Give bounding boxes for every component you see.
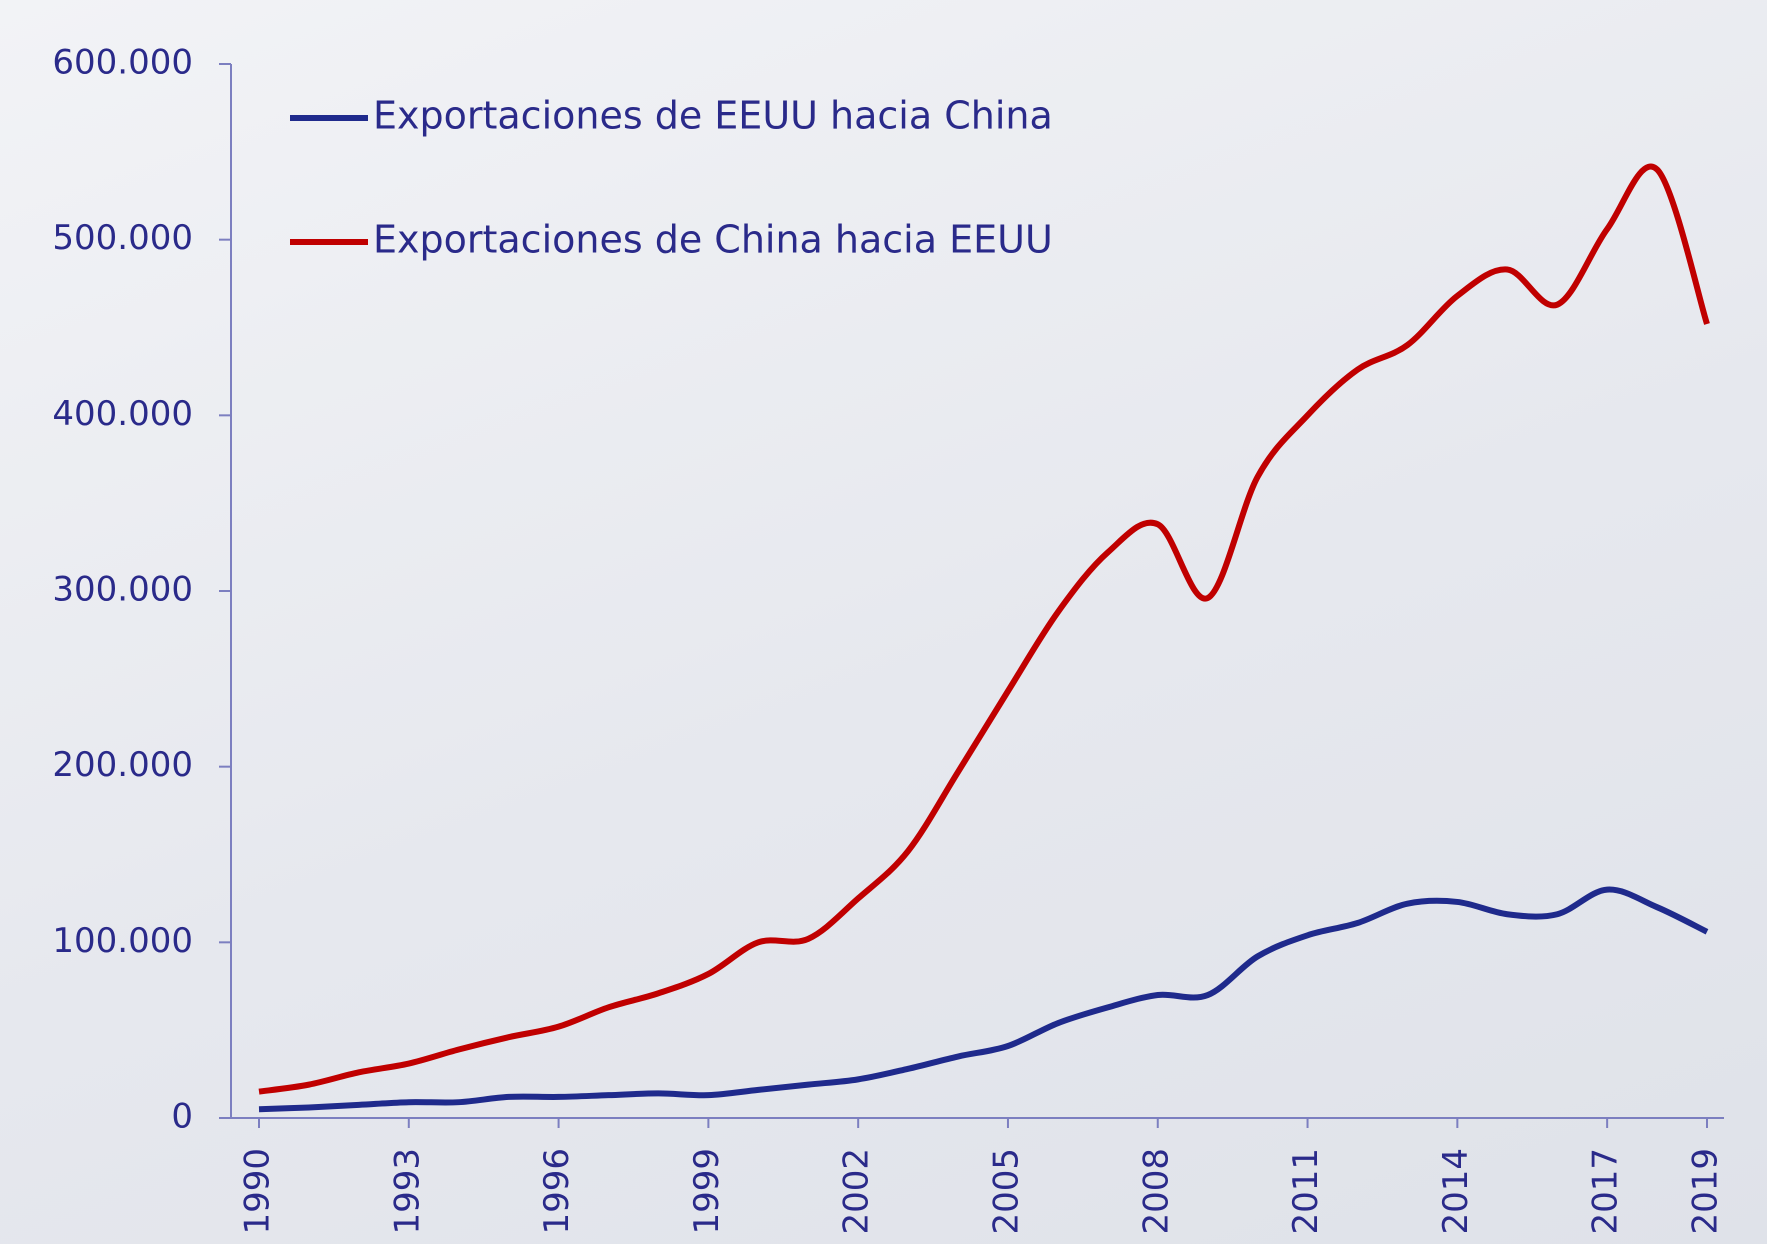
x-tick-label: 2005 bbox=[986, 1148, 1026, 1235]
line bbox=[258, 163, 1710, 1095]
x-tick-label: 1996 bbox=[537, 1148, 577, 1235]
y-tick-label: 400.000 bbox=[52, 394, 193, 434]
x-tick-label: 1990 bbox=[238, 1148, 278, 1235]
x-tick-label: 2017 bbox=[1586, 1148, 1626, 1235]
y-tick-label: 100.000 bbox=[52, 921, 193, 961]
y-tick-label: 300.000 bbox=[52, 570, 193, 610]
x-tick-label: 1999 bbox=[687, 1148, 727, 1235]
y-tick-label: 0 bbox=[171, 1097, 193, 1137]
x-tick-label: 1993 bbox=[387, 1148, 427, 1235]
x-tick-label: 2014 bbox=[1436, 1148, 1476, 1235]
y-tick-label: 600.000 bbox=[52, 43, 193, 83]
y-tick-label: 500.000 bbox=[52, 218, 193, 258]
legend-label: Exportaciones de EEUU hacia China bbox=[373, 94, 1053, 138]
y-tick-label: 200.000 bbox=[52, 745, 193, 785]
legend-label: Exportaciones de China hacia EEUU bbox=[373, 218, 1053, 262]
x-tick-label: 2011 bbox=[1286, 1148, 1326, 1235]
x-tick-label: 2019 bbox=[1686, 1148, 1726, 1235]
x-tick-label: 2002 bbox=[837, 1148, 877, 1235]
line bbox=[258, 886, 1709, 1113]
x-tick-label: 2008 bbox=[1136, 1148, 1176, 1235]
